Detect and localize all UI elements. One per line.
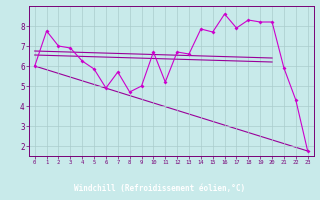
Text: Windchill (Refroidissement éolien,°C): Windchill (Refroidissement éolien,°C) (75, 184, 245, 193)
